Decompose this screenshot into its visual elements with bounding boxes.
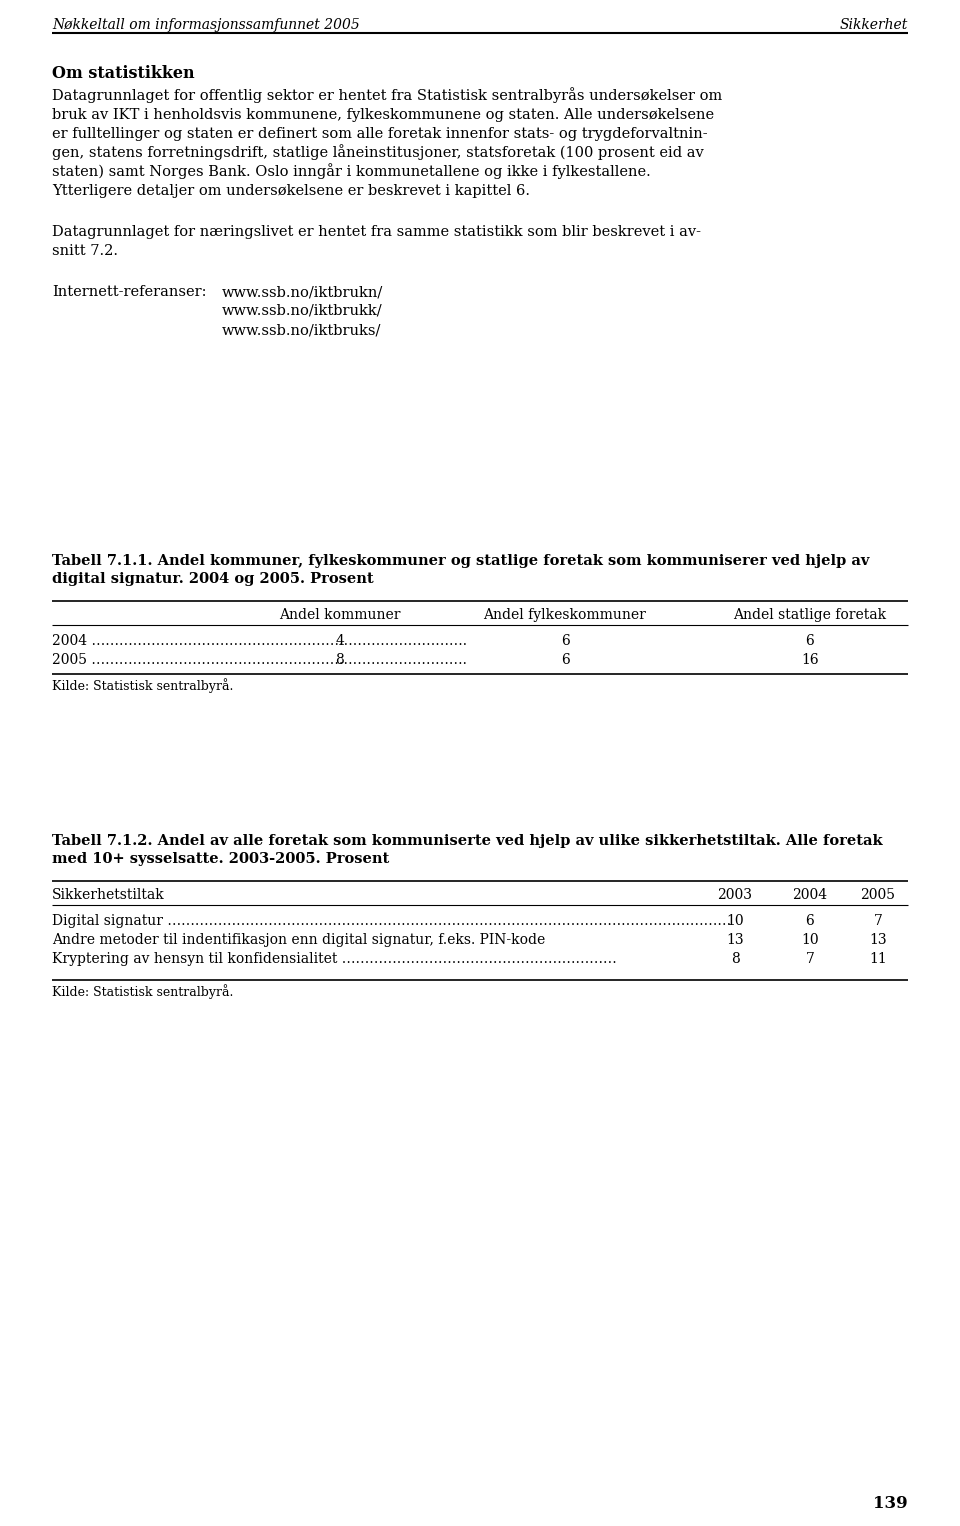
Text: 8: 8	[336, 653, 345, 667]
Text: 6: 6	[805, 914, 814, 928]
Text: Sikkerhet: Sikkerhet	[840, 18, 908, 32]
Text: Tabell 7.1.2. Andel av alle foretak som kommuniserte ved hjelp av ulike sikkerhe: Tabell 7.1.2. Andel av alle foretak som …	[52, 835, 882, 848]
Text: Andel kommuner: Andel kommuner	[279, 607, 400, 623]
Text: Kilde: Statistisk sentralbyrå.: Kilde: Statistisk sentralbyrå.	[52, 984, 233, 1000]
Text: 4: 4	[336, 633, 345, 649]
Text: staten) samt Norges Bank. Oslo inngår i kommunetallene og ikke i fylkestallene.: staten) samt Norges Bank. Oslo inngår i …	[52, 163, 651, 179]
Text: 7: 7	[805, 952, 814, 966]
Text: Tabell 7.1.1. Andel kommuner, fylkeskommuner og statlige foretak som kommunisere: Tabell 7.1.1. Andel kommuner, fylkeskomm…	[52, 554, 870, 568]
Text: snitt 7.2.: snitt 7.2.	[52, 244, 118, 258]
Text: Datagrunnlaget for næringslivet er hentet fra samme statistikk som blir beskreve: Datagrunnlaget for næringslivet er hente…	[52, 224, 701, 240]
Text: 8: 8	[731, 952, 739, 966]
Text: bruk av IKT i henholdsvis kommunene, fylkeskommunene og staten. Alle undersøkels: bruk av IKT i henholdsvis kommunene, fyl…	[52, 108, 714, 122]
Text: 16: 16	[802, 653, 819, 667]
Text: er fulltellinger og staten er definert som alle foretak innenfor stats- og trygd: er fulltellinger og staten er definert s…	[52, 127, 708, 140]
Text: 2005 ……………………………………………………………………….: 2005 ……………………………………………………………………….	[52, 653, 467, 667]
Text: gen, statens forretningsdrift, statlige låneinstitusjoner, statsforetak (100 pro: gen, statens forretningsdrift, statlige …	[52, 143, 704, 160]
Text: med 10+ sysselsatte. 2003-2005. Prosent: med 10+ sysselsatte. 2003-2005. Prosent	[52, 852, 389, 865]
Text: 6: 6	[805, 633, 814, 649]
Text: digital signatur. 2004 og 2005. Prosent: digital signatur. 2004 og 2005. Prosent	[52, 572, 373, 586]
Text: 2003: 2003	[717, 888, 753, 902]
Text: Andel statlige foretak: Andel statlige foretak	[733, 607, 887, 623]
Text: 2004: 2004	[792, 888, 828, 902]
Text: 10: 10	[802, 932, 819, 948]
Text: Datagrunnlaget for offentlig sektor er hentet fra Statistisk sentralbyrås unders: Datagrunnlaget for offentlig sektor er h…	[52, 87, 722, 102]
Text: 13: 13	[869, 932, 887, 948]
Text: 2005: 2005	[860, 888, 896, 902]
Text: www.ssb.no/iktbruks/: www.ssb.no/iktbruks/	[222, 324, 381, 337]
Text: Andel fylkeskommuner: Andel fylkeskommuner	[484, 607, 646, 623]
Text: Andre metoder til indentifikasjon enn digital signatur, f.eks. PIN-kode: Andre metoder til indentifikasjon enn di…	[52, 932, 545, 948]
Text: Internett-referanser:: Internett-referanser:	[52, 285, 206, 299]
Text: www.ssb.no/iktbrukk/: www.ssb.no/iktbrukk/	[222, 304, 383, 317]
Text: Om statistikken: Om statistikken	[52, 66, 195, 82]
Text: 6: 6	[561, 633, 569, 649]
Text: Digital signatur ……………………………………………………………………………………………………………: Digital signatur ………………………………………………………………	[52, 914, 732, 928]
Text: Ytterligere detaljer om undersøkelsene er beskrevet i kapittel 6.: Ytterligere detaljer om undersøkelsene e…	[52, 185, 530, 198]
Text: 139: 139	[874, 1495, 908, 1512]
Text: www.ssb.no/iktbrukn/: www.ssb.no/iktbrukn/	[222, 285, 383, 299]
Text: Sikkerhetstiltak: Sikkerhetstiltak	[52, 888, 165, 902]
Text: Nøkkeltall om informasjonssamfunnet 2005: Nøkkeltall om informasjonssamfunnet 2005	[52, 18, 360, 32]
Text: 11: 11	[869, 952, 887, 966]
Text: 7: 7	[874, 914, 882, 928]
Text: 6: 6	[561, 653, 569, 667]
Text: Kilde: Statistisk sentralbyrå.: Kilde: Statistisk sentralbyrå.	[52, 678, 233, 693]
Text: Kryptering av hensyn til konfidensialitet ……………………………………………………: Kryptering av hensyn til konfidensialite…	[52, 952, 616, 966]
Text: 2004 ……………………………………………………………………….: 2004 ……………………………………………………………………….	[52, 633, 467, 649]
Text: 13: 13	[726, 932, 744, 948]
Text: 10: 10	[726, 914, 744, 928]
